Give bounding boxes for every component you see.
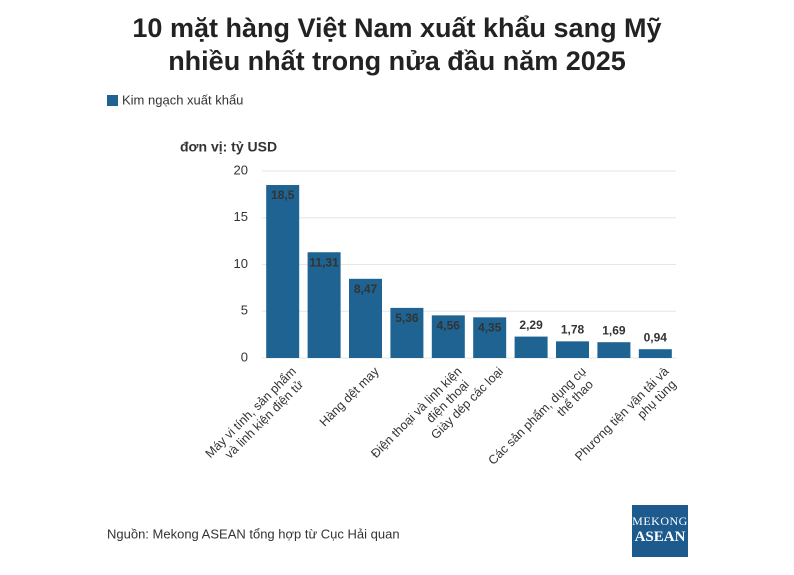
y-tick-label: 5 [241,303,248,318]
logo: MEKONG ASEAN [632,505,688,557]
y-tick-label: 15 [234,209,248,224]
bar [431,315,465,358]
logo-line: ASEAN [634,529,686,545]
bar [473,317,507,358]
bar [597,342,631,358]
value-label: 1,78 [561,323,585,337]
y-axis-label: đơn vị: tỷ USD [180,139,277,155]
legend-swatch [107,95,118,106]
bar [390,307,424,358]
value-label: 0,94 [644,330,668,344]
y-tick-label: 0 [241,349,248,364]
bar [556,341,589,358]
value-label: 4,35 [478,320,502,334]
bar [307,252,341,358]
value-label: 8,47 [354,282,378,296]
bar [638,349,672,358]
chart-title: 10 mặt hàng Việt Nam xuất khẩu sang Mỹ n… [132,13,662,76]
value-label: 2,29 [519,318,543,332]
source: Nguồn: Mekong ASEAN tổng hợp từ Cục Hải … [107,526,400,541]
y-tick-label: 20 [234,162,248,177]
value-label: 1,69 [602,323,626,337]
legend-label: Kim ngạch xuất khẩu [122,92,243,107]
value-label: 18,5 [271,188,295,202]
bar [266,185,300,358]
bar [349,278,382,358]
x-tick-label: Hàng dệt may [317,364,382,429]
x-tick-label: Máy vi tính, sản phẩmvà linh kiện điện t… [203,365,310,472]
y-tick-label: 10 [234,256,248,271]
logo-line: MEKONG [632,514,688,528]
bar [514,336,548,358]
value-label: 11,31 [309,255,339,269]
value-label: 5,36 [395,311,419,325]
value-label: 4,56 [437,319,461,333]
